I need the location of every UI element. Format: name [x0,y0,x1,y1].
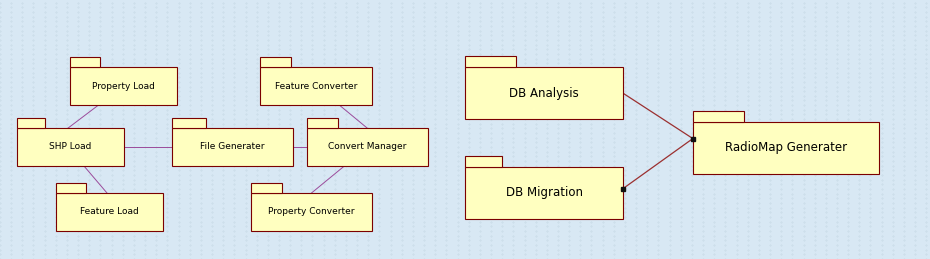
Bar [465,67,623,119]
Bar [465,56,516,67]
Bar [17,118,45,128]
Bar [17,128,124,166]
Text: Property Converter: Property Converter [268,207,355,216]
Text: DB Analysis: DB Analysis [510,87,578,100]
Bar [307,128,428,166]
Bar [465,156,502,167]
Bar [251,183,282,193]
Text: Feature Load: Feature Load [80,207,139,216]
Text: DB Migration: DB Migration [506,186,582,199]
Bar [172,118,206,128]
Bar [465,167,623,219]
Bar [693,111,744,122]
Text: Feature Converter: Feature Converter [275,82,357,91]
Bar [172,128,293,166]
Text: SHP Load: SHP Load [49,142,91,152]
Bar [251,193,372,231]
Bar [260,67,372,105]
Bar [70,57,100,67]
Text: Property Load: Property Load [92,82,154,91]
Text: File Generater: File Generater [200,142,265,152]
Bar [260,57,291,67]
Bar [56,193,163,231]
Text: Convert Manager: Convert Manager [328,142,406,152]
Bar [693,122,879,174]
Bar [307,118,338,128]
Bar [56,183,86,193]
Text: RadioMap Generater: RadioMap Generater [724,141,847,154]
Bar [70,67,177,105]
